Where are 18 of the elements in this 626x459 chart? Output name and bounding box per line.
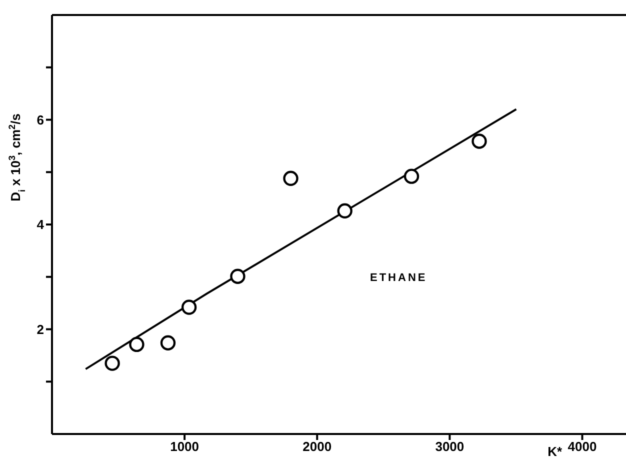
point	[104, 356, 120, 371]
point	[404, 168, 420, 184]
y-tick-label: 6	[36, 112, 44, 128]
y-tick-label: 4	[36, 217, 45, 232]
point	[283, 170, 298, 186]
point	[472, 134, 487, 149]
annotation: ETHANE	[370, 272, 428, 284]
y-tick-label: 2	[36, 322, 44, 337]
x-tick-label: 3000	[435, 439, 464, 454]
x-tick-label: 4000	[568, 439, 597, 454]
point	[129, 336, 144, 352]
x-axis-title: K*	[548, 444, 563, 459]
point	[230, 268, 246, 284]
x-tick-label: 2000	[302, 439, 332, 454]
point	[160, 335, 176, 350]
x-tick-label: 1000	[170, 439, 200, 454]
point	[181, 300, 197, 315]
point	[337, 203, 352, 218]
